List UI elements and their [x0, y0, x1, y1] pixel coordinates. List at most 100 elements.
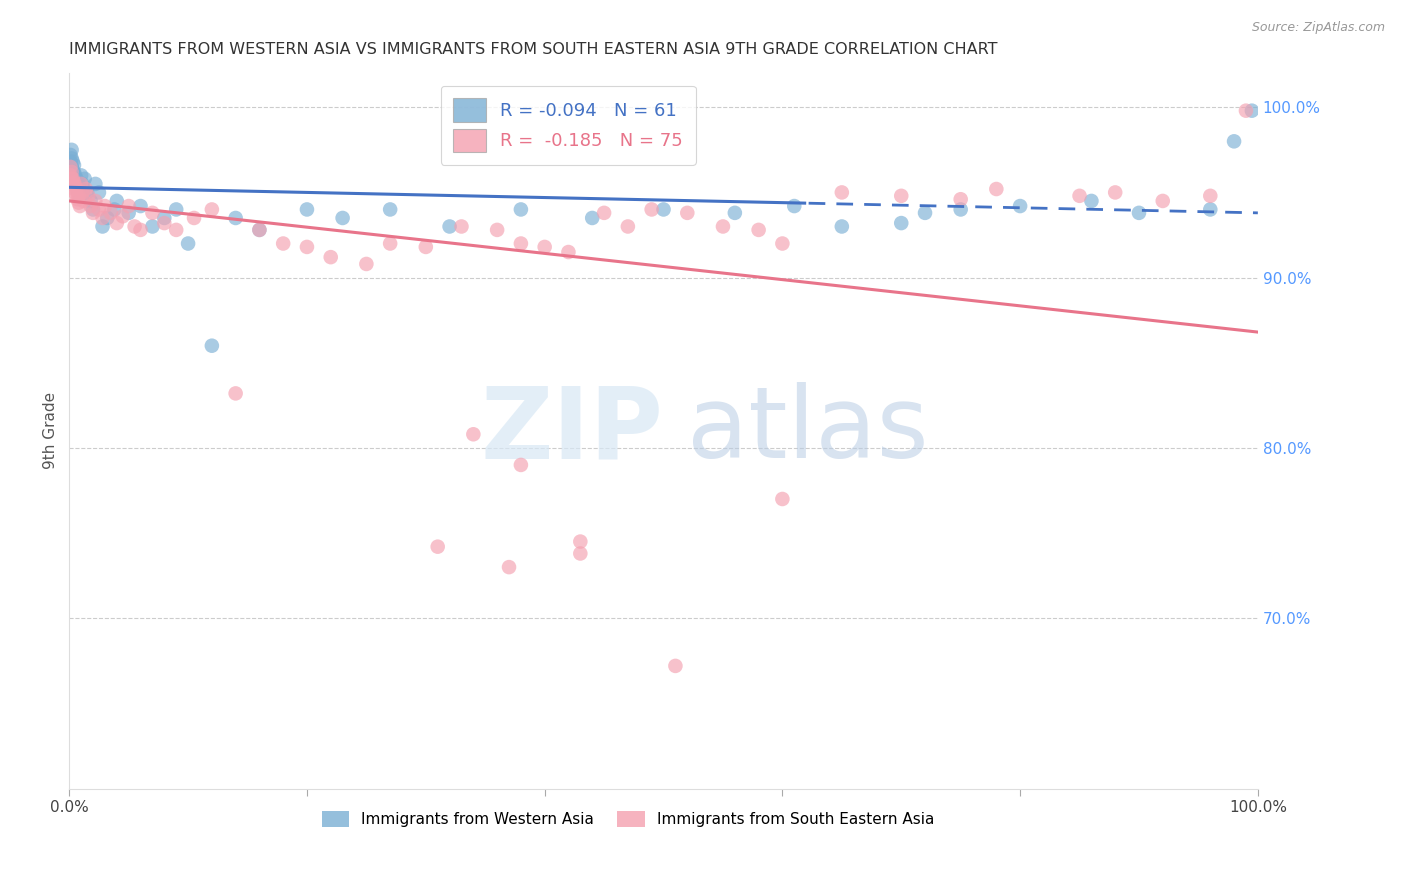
Point	[87, 202, 110, 217]
Point	[177, 236, 200, 251]
Point	[356, 257, 378, 271]
Point	[949, 202, 972, 217]
Point	[986, 182, 1008, 196]
Point	[153, 211, 176, 225]
Point	[73, 171, 96, 186]
Point	[72, 177, 94, 191]
Point	[70, 177, 93, 191]
Point	[67, 189, 90, 203]
Point	[271, 236, 294, 251]
Point	[652, 202, 675, 217]
Point	[498, 560, 520, 574]
Point	[1069, 189, 1091, 203]
Point	[59, 148, 82, 162]
Point	[1128, 206, 1150, 220]
Legend: Immigrants from Western Asia, Immigrants from South Eastern Asia: Immigrants from Western Asia, Immigrants…	[314, 804, 942, 835]
Point	[1010, 199, 1032, 213]
Point	[79, 199, 101, 213]
Point	[770, 236, 793, 251]
Point	[617, 219, 640, 234]
Point	[65, 182, 87, 196]
Point	[67, 195, 90, 210]
Point	[225, 211, 247, 225]
Point	[70, 169, 93, 183]
Point	[486, 223, 509, 237]
Text: atlas: atlas	[688, 383, 929, 479]
Point	[890, 189, 912, 203]
Point	[783, 199, 806, 213]
Point	[105, 194, 128, 208]
Point	[65, 189, 87, 203]
Point	[640, 202, 662, 217]
Point	[129, 223, 152, 237]
Point	[91, 219, 114, 234]
Point	[69, 189, 91, 203]
Point	[84, 194, 107, 208]
Point	[59, 154, 82, 169]
Point	[118, 206, 141, 220]
Point	[111, 209, 134, 223]
Point	[319, 250, 342, 264]
Point	[72, 182, 94, 196]
Point	[1152, 194, 1174, 208]
Point	[1199, 189, 1222, 203]
Point	[82, 202, 104, 217]
Point	[664, 659, 686, 673]
Point	[770, 491, 793, 506]
Point	[72, 194, 94, 208]
Point	[581, 211, 603, 225]
Point	[60, 171, 83, 186]
Point	[77, 189, 100, 203]
Text: ZIP: ZIP	[481, 383, 664, 479]
Point	[378, 236, 401, 251]
Point	[66, 182, 89, 196]
Point	[63, 182, 86, 196]
Point	[96, 211, 118, 225]
Point	[60, 143, 83, 157]
Y-axis label: 9th Grade: 9th Grade	[44, 392, 58, 469]
Point	[949, 192, 972, 206]
Point	[75, 182, 97, 196]
Point	[509, 236, 531, 251]
Point	[748, 223, 770, 237]
Point	[831, 186, 853, 200]
Point	[1223, 134, 1246, 148]
Point	[69, 199, 91, 213]
Point	[415, 240, 437, 254]
Point	[60, 160, 83, 174]
Point	[65, 178, 87, 193]
Point	[249, 223, 271, 237]
Point	[100, 206, 122, 220]
Point	[63, 175, 86, 189]
Point	[76, 186, 98, 200]
Point	[94, 199, 117, 213]
Point	[59, 160, 82, 174]
Point	[62, 177, 84, 191]
Point	[63, 169, 86, 183]
Point	[63, 178, 86, 193]
Point	[79, 194, 101, 208]
Point	[249, 223, 271, 237]
Point	[165, 223, 187, 237]
Point	[724, 206, 747, 220]
Point	[1104, 186, 1126, 200]
Point	[914, 206, 936, 220]
Point	[1199, 202, 1222, 217]
Text: IMMIGRANTS FROM WESTERN ASIA VS IMMIGRANTS FROM SOUTH EASTERN ASIA 9TH GRADE COR: IMMIGRANTS FROM WESTERN ASIA VS IMMIGRAN…	[69, 42, 998, 57]
Point	[201, 202, 224, 217]
Point	[87, 186, 110, 200]
Point	[63, 165, 86, 179]
Point	[557, 245, 579, 260]
Point	[105, 216, 128, 230]
Point	[165, 202, 187, 217]
Point	[378, 202, 401, 217]
Point	[711, 219, 734, 234]
Point	[332, 211, 354, 225]
Point	[67, 178, 90, 193]
Point	[60, 165, 83, 179]
Point	[1240, 103, 1263, 118]
Point	[569, 547, 592, 561]
Point	[295, 202, 318, 217]
Text: Source: ZipAtlas.com: Source: ZipAtlas.com	[1251, 21, 1385, 35]
Point	[62, 163, 84, 178]
